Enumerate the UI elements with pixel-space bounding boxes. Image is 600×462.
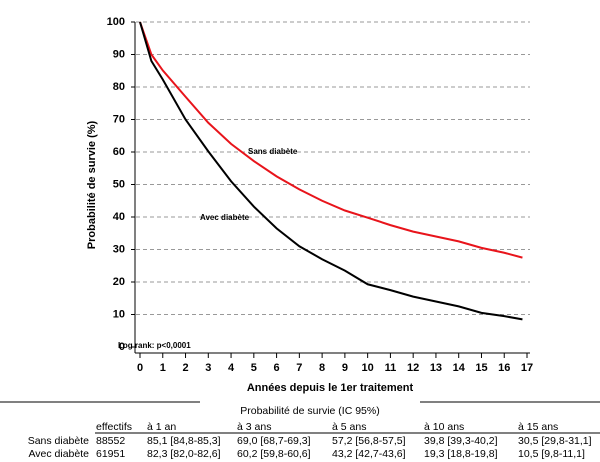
annotation: Log rank: p<0,0001: [118, 341, 191, 350]
table-cell: 88552: [96, 435, 125, 447]
x-tick-label: 0: [137, 362, 143, 374]
table-cell: 60,2 [59,8-60,6]: [237, 448, 311, 460]
x-tick-label: 12: [407, 362, 419, 374]
table-cell: 43,2 [42,7-43,6]: [332, 448, 406, 460]
series-label: Sans diabète: [248, 147, 298, 156]
y-tick-label: 80: [113, 81, 125, 93]
y-tick-label: 50: [113, 178, 125, 190]
x-tick-label: 1: [160, 362, 166, 374]
y-tick-label: 10: [113, 308, 125, 320]
x-tick-label: 3: [205, 362, 211, 374]
y-tick-label: 0: [119, 341, 125, 353]
table-cell: 39,8 [39,3-40,2]: [424, 435, 498, 447]
x-tick-label: 5: [251, 362, 257, 374]
x-axis-label: Années depuis le 1er traitement: [247, 382, 414, 394]
survival-curve: [139, 21, 523, 321]
y-tick-label: 40: [113, 211, 125, 223]
x-tick-label: 2: [182, 362, 188, 374]
x-tick-label: 6: [274, 362, 280, 374]
x-tick-label: 13: [430, 362, 442, 374]
series-label: Avec diabète: [200, 213, 250, 222]
table-cell: 57,2 [56,8-57,5]: [332, 435, 406, 447]
table-cell: 85,1 [84,8-85,3]: [147, 435, 221, 447]
x-tick-label: 15: [475, 362, 487, 374]
x-tick-label: 9: [342, 362, 348, 374]
x-tick-label: 11: [385, 362, 397, 374]
y-tick-label: 20: [113, 276, 125, 288]
table-cell: 69,0 [68,7-69,3]: [237, 435, 311, 447]
y-tick-label: 100: [107, 16, 125, 28]
x-tick-label: 8: [319, 362, 325, 374]
x-tick-label: 16: [498, 362, 510, 374]
table-cell: Avec diabète: [28, 448, 89, 460]
table-cell: 30,5 [29,8-31,1]: [518, 435, 592, 447]
y-tick-label: 60: [113, 146, 125, 158]
x-tick-label: 4: [228, 362, 235, 374]
x-tick-label: 17: [521, 362, 533, 374]
y-tick-label: 90: [113, 48, 125, 60]
table-cell: 19,3 [18,8-19,8]: [424, 448, 498, 460]
y-axis-label: Probabilité de survie (%): [86, 120, 98, 249]
survival-curve: [139, 21, 523, 259]
table-cell: 61951: [96, 448, 125, 460]
x-tick-label: 10: [362, 362, 374, 374]
table-cell: 82,3 [82,0-82,6]: [147, 448, 221, 460]
table-cell: 10,5 [9,8-11,1]: [518, 448, 585, 460]
y-tick-label: 30: [113, 243, 125, 255]
x-tick-label: 7: [296, 362, 302, 374]
table-header: effectifs: [96, 421, 132, 433]
table-header: à 1 an: [147, 421, 176, 433]
table-header: à 10 ans: [424, 421, 464, 433]
table-title: Probabilité de survie (IC 95%): [240, 405, 379, 417]
table-cell: Sans diabète: [28, 435, 89, 447]
x-tick-label: 14: [453, 362, 466, 374]
table-header: à 5 ans: [332, 421, 366, 433]
table-header: à 3 ans: [237, 421, 271, 433]
y-tick-label: 70: [113, 113, 125, 125]
table-header: à 15 ans: [518, 421, 558, 433]
